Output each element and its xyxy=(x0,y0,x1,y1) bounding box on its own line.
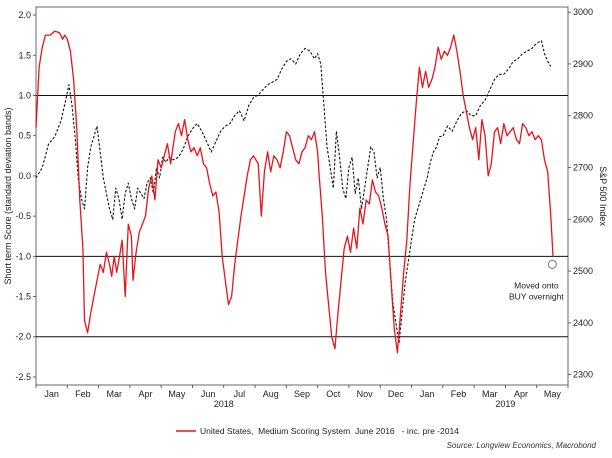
month-label: Aug xyxy=(263,389,279,399)
month-label: Jan xyxy=(420,389,435,399)
month-label: Mar xyxy=(482,389,498,399)
left-tick-label: 0.5 xyxy=(18,131,31,141)
annotation-marker xyxy=(547,259,557,269)
month-label: Jun xyxy=(201,389,216,399)
series-line-sp500 xyxy=(35,40,552,345)
month-label: Feb xyxy=(75,389,91,399)
month-label: Dec xyxy=(388,389,405,399)
right-tick-label: 2600 xyxy=(573,214,593,224)
left-axis-label: Short term Score (standard deviation ban… xyxy=(3,107,13,284)
year-label: 2018 xyxy=(214,399,234,409)
month-label: Jul xyxy=(234,389,246,399)
left-tick-label: -2.0 xyxy=(15,332,31,342)
reference-lines xyxy=(36,94,568,338)
annotation-text: BUY overnight xyxy=(509,291,564,301)
right-axis-label: S&P 500 Index xyxy=(598,166,608,226)
right-axis-ticks: 3000 2900 2800 2700 2600 2500 2400 2300 xyxy=(568,7,593,380)
series-layer xyxy=(35,30,554,354)
plot-frame xyxy=(35,6,569,386)
left-axis-ticks: 2.0 1.5 1.0 0.5 0.0 -0.5 -1.0 -1.5 -2.0 -2.5 xyxy=(15,10,36,382)
left-tick-label: -1.5 xyxy=(15,292,31,302)
month-label: Oct xyxy=(326,389,341,399)
month-label: Nov xyxy=(357,389,374,399)
left-tick-label: 1.0 xyxy=(18,90,31,100)
right-tick-label: 2400 xyxy=(573,318,593,328)
x-axis-ticks: Jan Feb Mar Apr May Jun Jul Aug Sep Oct Nov Dec Jan F… xyxy=(35,385,569,409)
right-tick-label: 2300 xyxy=(573,370,593,380)
left-tick-label: 0.0 xyxy=(18,171,31,181)
right-tick-label: 3000 xyxy=(573,7,593,17)
month-label: Jan xyxy=(44,389,59,399)
left-tick-label: -1.0 xyxy=(15,251,31,261)
left-tick-label: 1.5 xyxy=(18,50,31,60)
annotation-text: Moved onto xyxy=(514,280,559,290)
left-tick-label: -2.5 xyxy=(15,372,31,382)
legend: United States, Medium Scoring System Jun… xyxy=(176,426,459,436)
month-label: May xyxy=(168,389,186,399)
right-tick-label: 2800 xyxy=(573,111,593,121)
right-tick-label: 2500 xyxy=(573,266,593,276)
month-label: Mar xyxy=(106,389,122,399)
year-label: 2019 xyxy=(495,399,515,409)
month-label: Feb xyxy=(451,389,467,399)
month-label: Apr xyxy=(514,389,528,399)
legend-entry: United States, Medium Scoring System Jun… xyxy=(200,426,459,436)
series-line-score xyxy=(35,30,554,354)
month-label: Apr xyxy=(139,389,153,399)
month-label: Sep xyxy=(294,389,310,399)
left-tick-label: 2.0 xyxy=(18,10,31,20)
right-tick-label: 2700 xyxy=(573,163,593,173)
left-tick-label: -0.5 xyxy=(15,211,31,221)
source-note: Source: Longview Economics, Macrobond xyxy=(447,441,597,450)
month-label: May xyxy=(544,389,562,399)
right-tick-label: 2900 xyxy=(573,59,593,69)
